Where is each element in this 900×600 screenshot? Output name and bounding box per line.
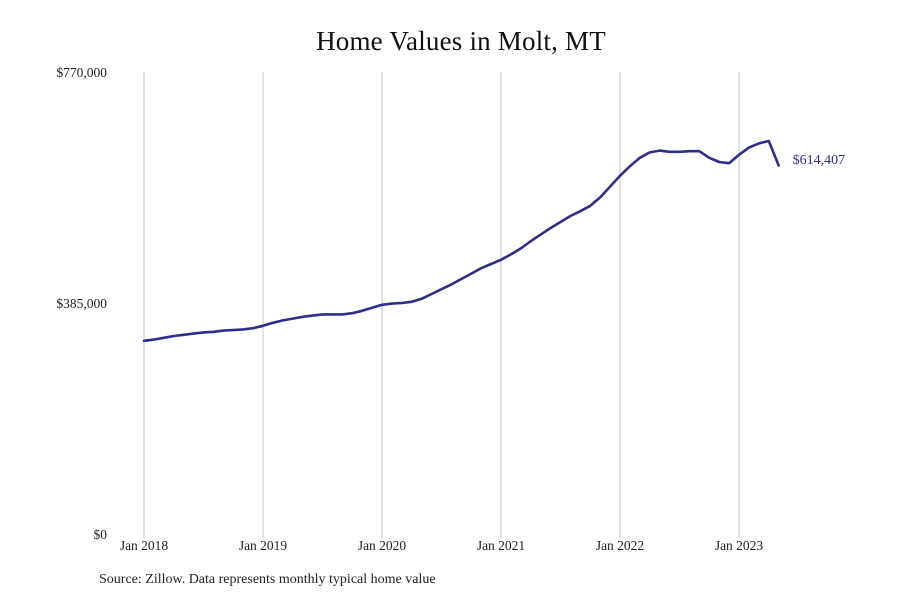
y-tick-label: $385,000 bbox=[56, 296, 107, 311]
x-tick-label: Jan 2022 bbox=[596, 538, 644, 553]
x-tick-label: Jan 2023 bbox=[715, 538, 764, 553]
end-value-label: $614,407 bbox=[793, 153, 846, 168]
x-tick-label: Jan 2020 bbox=[358, 538, 407, 553]
axis-labels: Jan 2018 Jan 2019 Jan 2020 Jan 2021 Jan 2022… bbox=[56, 65, 763, 553]
source-note: Source: Zillow. Data represents monthly … bbox=[99, 572, 436, 587]
y-tick-label: $0 bbox=[94, 527, 108, 542]
x-tick-label: Jan 2021 bbox=[477, 538, 525, 553]
series-layer: $614,407 bbox=[142, 139, 846, 343]
chart-title: Home Values in Molt, MT bbox=[316, 26, 606, 56]
y-tick-label: $770,000 bbox=[56, 65, 107, 80]
gridlines bbox=[143, 72, 740, 538]
home-value-line bbox=[142, 139, 780, 343]
x-tick-label: Jan 2018 bbox=[120, 538, 169, 553]
x-tick-label: Jan 2019 bbox=[239, 538, 288, 553]
